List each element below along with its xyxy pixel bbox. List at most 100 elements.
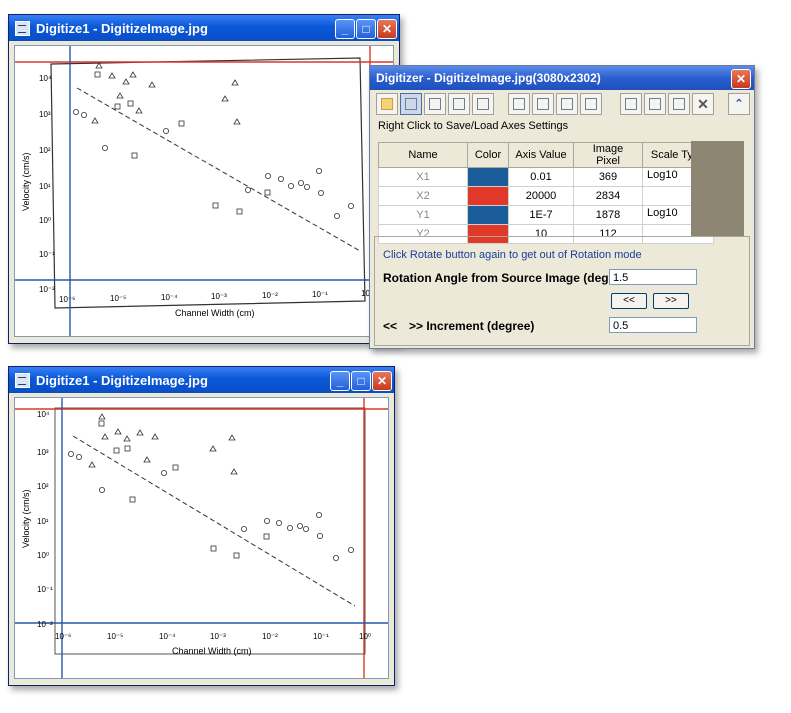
triangle-marker [91, 117, 99, 124]
y-tick-label: 10² [39, 146, 51, 155]
triangle-marker [143, 456, 151, 463]
square-marker [212, 202, 219, 209]
circle-marker [317, 189, 324, 196]
image-canvas[interactable]: 10⁴ 10³ 10² 10¹ 10⁰ 10⁻¹ 10⁻² 10⁻⁶ 10⁻⁵ … [14, 45, 394, 337]
table-empty-area [691, 141, 744, 236]
collapse-icon[interactable]: ⌃ [728, 93, 750, 115]
increment-prefix: << [383, 319, 398, 333]
y-tick-label: 10⁻¹ [37, 585, 53, 594]
x-tick-label: 10⁻³ [211, 292, 227, 301]
y-tick-label: 10⁰ [37, 551, 49, 560]
circle-marker [347, 546, 354, 553]
rotation-angle-input[interactable]: 1.5 [609, 269, 697, 285]
target-icon[interactable] [556, 93, 578, 115]
x-tick-label: 10⁻³ [210, 632, 226, 641]
scale-type-value: Log10 [647, 207, 678, 219]
x-tick-label: 10⁻⁵ [107, 632, 123, 641]
axis-color-swatch[interactable] [467, 186, 509, 206]
pick-peaks-icon[interactable] [668, 93, 690, 115]
y-tick-label: 10³ [39, 110, 51, 119]
circle-marker [297, 179, 304, 186]
axis-color-swatch[interactable] [467, 205, 509, 225]
window-titlebar[interactable]: Digitize1 - DigitizeImage.jpg _ □ ✕ [9, 15, 399, 41]
digitizer-titlebar[interactable]: Digitizer - DigitizeImage.jpg(3080x2302)… [370, 66, 754, 90]
open-folder-icon[interactable] [376, 93, 398, 115]
x-axis-icon[interactable] [448, 93, 470, 115]
fit-line [76, 87, 361, 252]
y-axis-label: Velocity (cm/s) [21, 152, 31, 211]
cancel-icon[interactable]: ✕ [692, 93, 714, 115]
triangle-marker [123, 435, 131, 442]
rotate-right-button[interactable]: >> [653, 293, 689, 309]
y-tick-label: 10⁰ [39, 216, 51, 225]
triangle-marker [98, 413, 106, 420]
square-marker [127, 100, 134, 107]
axis-value[interactable]: 1E-7 [508, 205, 574, 225]
axis-value[interactable]: 0.01 [508, 167, 574, 187]
y-tick-label: 10⁴ [37, 410, 50, 419]
move-axes-icon[interactable] [424, 93, 446, 115]
square-marker [129, 496, 136, 503]
x-axis-label: Channel Width (cm) [175, 308, 255, 318]
x-tick-label: 10⁻⁴ [159, 632, 176, 641]
square-marker [124, 445, 131, 452]
window-title: Digitize1 - DigitizeImage.jpg [36, 372, 208, 388]
y-tick-label: 10⁴ [39, 74, 52, 83]
table-icon[interactable] [644, 93, 666, 115]
rotate-left-button[interactable]: << [611, 293, 647, 309]
app-icon [15, 20, 30, 36]
triangle-marker [122, 78, 130, 85]
y-tick-label: 10⁻¹ [39, 250, 55, 259]
circle-marker [296, 523, 303, 530]
plot-frame [54, 407, 366, 655]
point-select-icon[interactable] [508, 93, 530, 115]
data-markers [73, 62, 354, 219]
circle-marker [286, 525, 293, 532]
maximize-button[interactable]: □ [356, 19, 376, 39]
y-tick-label: 10¹ [39, 182, 51, 191]
image-pixel[interactable]: 369 [573, 167, 643, 187]
triangle-marker [233, 118, 241, 125]
window-title: Digitize1 - DigitizeImage.jpg [36, 20, 208, 36]
increment-label: >> Increment (degree) [409, 319, 535, 333]
circle-marker [99, 487, 106, 494]
image-pixel[interactable]: 2834 [573, 186, 643, 206]
close-button[interactable]: ✕ [377, 19, 397, 39]
x-tick-label: 10⁻⁴ [161, 293, 178, 302]
close-button[interactable]: ✕ [731, 69, 751, 89]
axis-color-swatch[interactable] [467, 167, 509, 187]
axis-value[interactable]: 10 [508, 224, 574, 244]
digitize-arrow-icon[interactable] [400, 93, 422, 115]
square-marker [233, 552, 240, 559]
circle-marker [102, 145, 109, 152]
y-axis-icon[interactable] [472, 93, 494, 115]
worksheet-icon[interactable] [580, 93, 602, 115]
axis-value[interactable]: 20000 [508, 186, 574, 206]
increment-input[interactable]: 0.5 [609, 317, 697, 333]
digitizer-window: Digitizer - DigitizeImage.jpg(3080x2302)… [369, 65, 755, 349]
add-column-icon[interactable] [620, 93, 642, 115]
triangle-marker [108, 72, 116, 79]
rotation-angle-label: Rotation Angle from Source Image (degree… [383, 271, 631, 285]
minimize-button[interactable]: _ [330, 371, 350, 391]
square-marker [131, 152, 138, 159]
axes-table: Name Color Axis Value Image Pixel Scale … [378, 142, 714, 244]
image-pixel[interactable]: 112 [573, 224, 643, 244]
window-titlebar[interactable]: Digitize1 - DigitizeImage.jpg _ □ ✕ [9, 367, 394, 393]
image-canvas[interactable]: 10⁴ 10³ 10² 10¹ 10⁰ 10⁻¹ 10⁻² 10⁻⁶ 10⁻⁵ … [14, 397, 389, 679]
scale-type-value: Log10 [647, 169, 678, 181]
column-header: Name [378, 142, 468, 168]
triangle-marker [230, 468, 238, 475]
minimize-button[interactable]: _ [335, 19, 355, 39]
x-tick-label: 10⁻⁶ [55, 632, 71, 641]
axis-color-swatch[interactable] [467, 224, 509, 244]
triangle-marker [116, 92, 124, 99]
axis-name: X2 [378, 186, 468, 206]
close-button[interactable]: ✕ [372, 371, 392, 391]
delete-icon[interactable] [532, 93, 554, 115]
maximize-button[interactable]: □ [351, 371, 371, 391]
image-pixel[interactable]: 1878 [573, 205, 643, 225]
circle-marker [162, 128, 169, 135]
circle-marker [275, 520, 282, 527]
circle-marker [277, 175, 284, 182]
